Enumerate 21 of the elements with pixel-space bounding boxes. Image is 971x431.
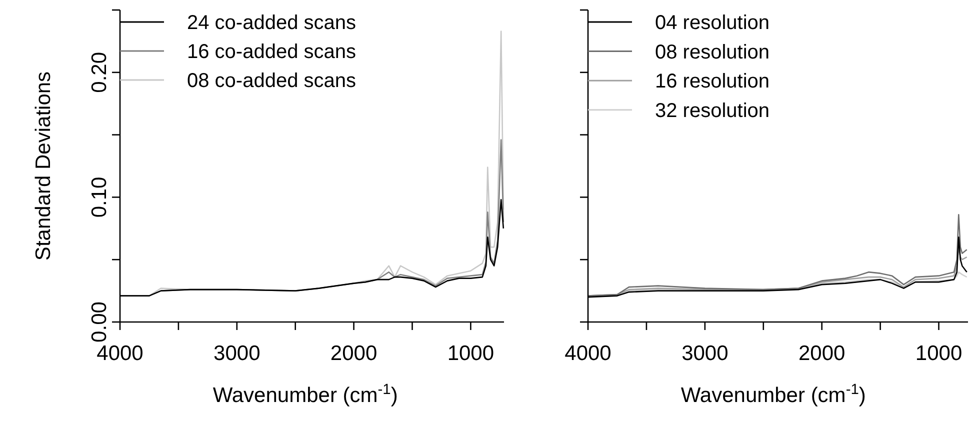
x-tick-label: 3000	[214, 342, 260, 365]
x-tick-label: 4000	[96, 342, 144, 365]
legend-label: 16 resolution	[655, 70, 770, 93]
x-tick-label: 3000	[682, 342, 728, 365]
x-tick-label: 1000	[447, 342, 494, 365]
x-tick-label: 4000	[564, 342, 612, 365]
legend-label: 04 resolution	[655, 12, 770, 34]
x-axis-title: Wavenumber (cm$^{-1}$)	[212, 382, 398, 407]
legend-label: 32 resolution	[655, 100, 770, 122]
legend-label: 24 co-added scans	[187, 12, 356, 34]
y-tick-label: 0.10	[88, 176, 111, 218]
legend-label: 16 co-added scans	[187, 41, 356, 63]
legend-label: 08 resolution	[655, 41, 770, 64]
y-tick-label: 0.00	[88, 302, 111, 342]
y-tick-label: 0.20	[88, 52, 111, 93]
legend-label: 08 co-added scans	[187, 70, 356, 92]
x-tick-label: 1000	[915, 342, 962, 365]
x-tick-label: 2000	[330, 342, 378, 365]
x-axis-title: Wavenumber (cm$^{-1}$)	[680, 382, 866, 407]
x-tick-label: 2000	[798, 342, 846, 365]
y-axis-title: Standard Deviations	[32, 71, 55, 261]
